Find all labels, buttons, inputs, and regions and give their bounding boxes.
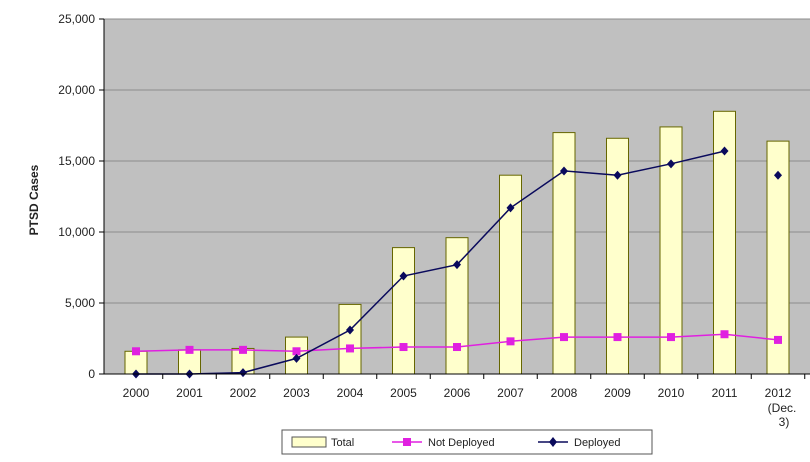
point-not-deployed	[560, 333, 568, 342]
y-axis-label: PTSD Cases	[27, 164, 41, 235]
x-tick-label: 2011	[712, 386, 738, 400]
point-not-deployed	[292, 347, 301, 356]
point-deployed	[292, 353, 301, 363]
point-not-deployed	[613, 333, 622, 342]
point-deployed	[613, 170, 622, 180]
y-tick-label: 25,000	[58, 12, 95, 26]
point-not-deployed	[774, 335, 782, 344]
y-tick-label: 0	[88, 367, 95, 381]
point-not-deployed	[667, 333, 675, 342]
bar-total	[338, 303, 362, 375]
point-deployed	[774, 170, 782, 180]
x-tick-sublabel: (Dec.	[768, 401, 797, 415]
bar-total	[392, 247, 415, 375]
x-axis-ticks: 2000 2001 2002 2003 2004 2005 2006 2007 2008 2009…	[123, 374, 806, 429]
x-tick-label: 2005	[390, 386, 417, 400]
gridlines	[104, 18, 810, 304]
point-deployed	[239, 368, 247, 378]
point-deployed	[720, 146, 729, 156]
x-tick-label: 2001	[176, 386, 203, 400]
x-tick-label: 2012	[765, 386, 792, 400]
series-line-deployed	[136, 150, 725, 375]
point-deployed	[506, 203, 515, 213]
series-lines	[132, 146, 782, 379]
x-tick-label: 2003	[283, 386, 310, 400]
point-not-deployed	[132, 347, 140, 356]
x-tick-label: 2008	[551, 386, 578, 400]
point-not-deployed	[346, 344, 354, 353]
x-tick-label: 2007	[497, 386, 524, 400]
point-deployed	[453, 260, 461, 270]
y-tick-label: 10,000	[58, 225, 95, 239]
legend-swatch-total	[291, 436, 327, 448]
x-tick-label: 2009	[604, 386, 631, 400]
legend-label-deployed: Deployed	[574, 437, 620, 449]
legend-label-not-deployed: Not Deployed	[428, 437, 495, 449]
point-not-deployed	[506, 337, 515, 346]
point-deployed	[667, 159, 675, 169]
x-tick-sublabel: 3)	[779, 415, 790, 429]
legend: Total Not Deployed Deployed	[281, 429, 653, 455]
y-tick-label: 5,000	[65, 296, 95, 310]
x-tick-label: 2010	[658, 386, 685, 400]
point-not-deployed	[720, 330, 729, 339]
point-not-deployed	[185, 345, 194, 354]
x-tick-label: 2000	[123, 386, 150, 400]
x-tick-label: 2002	[230, 386, 257, 400]
x-tick-label: 2004	[337, 386, 364, 400]
point-not-deployed	[239, 345, 247, 354]
point-not-deployed	[453, 343, 461, 352]
x-tick-label: 2006	[444, 386, 471, 400]
point-deployed	[399, 271, 408, 281]
legend-marker-deployed	[549, 437, 557, 447]
y-tick-label: 15,000	[58, 154, 95, 168]
point-deployed	[560, 166, 568, 176]
legend-label-total: Total	[331, 437, 354, 449]
legend-marker-not-deployed	[403, 438, 411, 446]
point-deployed	[346, 325, 354, 335]
bar-total	[445, 237, 469, 375]
legend-box	[281, 429, 653, 455]
y-tick-label: 20,000	[58, 83, 95, 97]
y-axis-ticks: 0 5,000 10,000 15,000 20,000 25,000	[58, 12, 104, 381]
point-not-deployed	[399, 343, 408, 352]
